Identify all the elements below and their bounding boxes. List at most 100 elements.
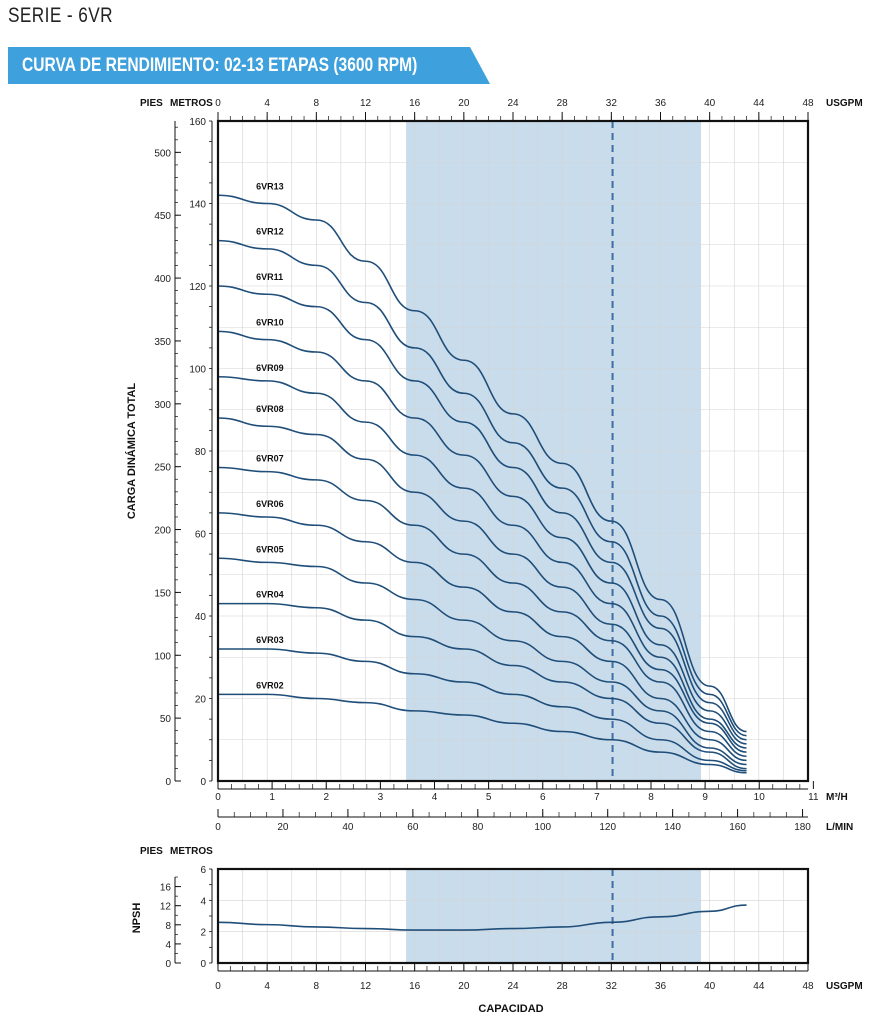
npsh-usgpm-tick: 36 — [655, 981, 667, 992]
npsh-usgpm-tick: 40 — [704, 981, 716, 992]
main-curve-6vr04 — [217, 602, 747, 770]
npsh-usgpm-unit: USGPM — [826, 981, 863, 992]
npsh-metros-tick: 2 — [200, 928, 206, 939]
npsh-y-axis-title: NPSH — [131, 903, 143, 934]
main-curve-6vr09 — [217, 375, 747, 749]
main-curve-6vr05 — [217, 557, 747, 766]
curve-label-6vr10: 6VR10 — [256, 317, 284, 327]
metros-unit: METROS — [170, 98, 213, 109]
usgpm-top-tick: 36 — [655, 98, 667, 109]
lmin-tick: 100 — [534, 822, 551, 833]
lmin-tick: 60 — [407, 822, 419, 833]
usgpm-top-tick: 48 — [802, 98, 814, 109]
main-pies-tick: 100 — [154, 651, 171, 662]
npsh-usgpm-tick: 44 — [753, 981, 765, 992]
usgpm-top-tick: 28 — [557, 98, 569, 109]
curve-label-6vr07: 6VR07 — [256, 454, 284, 464]
m3h-tick: 6 — [540, 792, 546, 803]
lmin-tick: 160 — [729, 822, 746, 833]
curve-label-6vr04: 6VR04 — [256, 590, 284, 600]
main-curve-6vr08 — [217, 417, 747, 753]
usgpm-top-tick: 24 — [507, 98, 519, 109]
banner-title: CURVA DE RENDIMIENTO: 02-13 ETAPAS (3600… — [22, 55, 418, 76]
curve-label-6vr11: 6VR11 — [256, 272, 283, 282]
main-curve-6vr13 — [217, 194, 747, 733]
usgpm-top-tick: 4 — [264, 98, 270, 109]
usgpm-top-tick: 16 — [409, 98, 421, 109]
lmin-tick: 40 — [342, 822, 354, 833]
lmin-tick: 20 — [277, 822, 289, 833]
npsh-usgpm-tick: 0 — [215, 981, 221, 992]
series-title: SERIE - 6VR — [8, 4, 113, 27]
m3h-tick: 1 — [269, 792, 275, 803]
npsh-usgpm-tick: 28 — [557, 981, 569, 992]
npsh-usgpm-tick: 12 — [360, 981, 372, 992]
main-pies-tick: 350 — [154, 337, 171, 348]
lmin-tick: 120 — [599, 822, 616, 833]
main-curve-6vr10 — [217, 330, 747, 745]
npsh-usgpm-tick: 32 — [606, 981, 618, 992]
npsh-metros-unit: METROS — [170, 846, 213, 857]
usgpm-top-tick: 12 — [360, 98, 372, 109]
curve-label-6vr02: 6VR02 — [256, 680, 284, 690]
npsh-pies-tick: 16 — [160, 883, 172, 894]
main-pies-tick: 400 — [154, 274, 171, 285]
main-metros-tick: 140 — [189, 200, 206, 211]
main-metros-tick: 160 — [189, 117, 206, 128]
main-pies-tick: 150 — [154, 588, 171, 599]
usgpm-top-tick: 20 — [458, 98, 470, 109]
main-metros-tick: 0 — [200, 777, 206, 788]
m3h-tick: 7 — [594, 792, 600, 803]
main-metros-tick: 60 — [195, 530, 207, 541]
main-metros-tick: 40 — [195, 612, 207, 623]
npsh-pies-tick: 4 — [165, 940, 171, 951]
m3h-tick: 5 — [486, 792, 492, 803]
lmin-tick: 0 — [215, 822, 221, 833]
npsh-curve — [217, 904, 747, 931]
main-pies-tick: 0 — [165, 777, 171, 788]
usgpm-top-unit: USGPM — [826, 98, 863, 109]
main-curve-6vr03 — [218, 648, 747, 772]
npsh-metros-tick: 4 — [200, 896, 206, 907]
title-banner — [8, 47, 490, 84]
npsh-pies-tick: 0 — [165, 959, 171, 970]
m3h-tick: 8 — [648, 792, 654, 803]
m3h-tick: 11 — [808, 792, 819, 803]
pies-unit: PIES — [140, 98, 163, 109]
main-pies-tick: 500 — [154, 148, 171, 159]
m3h-tick: 9 — [702, 792, 708, 803]
x-axis-title: CAPACIDAD — [478, 1003, 543, 1015]
main-curve-6vr11 — [217, 285, 747, 741]
lmin-unit: L/MIN — [826, 822, 853, 833]
main-pies-tick: 200 — [154, 526, 171, 537]
m3h-tick: 2 — [323, 792, 329, 803]
lmin-tick: 140 — [664, 822, 681, 833]
main-metros-tick: 120 — [189, 282, 206, 293]
m3h-unit: M³/H — [826, 792, 848, 803]
m3h-tick: 3 — [378, 792, 384, 803]
curve-label-6vr12: 6VR12 — [256, 227, 284, 237]
npsh-usgpm-tick: 20 — [458, 981, 470, 992]
npsh-usgpm-tick: 8 — [314, 981, 320, 992]
curve-label-6vr05: 6VR05 — [256, 544, 284, 554]
npsh-metros-tick: 6 — [200, 865, 206, 876]
main-curve-6vr12 — [217, 239, 747, 737]
main-pies-tick: 300 — [154, 400, 171, 411]
usgpm-top-tick: 40 — [704, 98, 716, 109]
lmin-tick: 180 — [794, 822, 811, 833]
main-pies-tick: 450 — [154, 211, 171, 222]
main-pies-tick: 250 — [154, 463, 171, 474]
main-curve-6vr06 — [217, 512, 747, 762]
npsh-metros-tick: 0 — [200, 959, 206, 970]
usgpm-top-tick: 32 — [606, 98, 618, 109]
curve-label-6vr09: 6VR09 — [256, 363, 284, 373]
main-metros-tick: 20 — [195, 695, 207, 706]
npsh-usgpm-tick: 24 — [507, 981, 519, 992]
m3h-tick: 10 — [754, 792, 766, 803]
main-pies-tick: 50 — [160, 714, 172, 725]
y-axis-title: CARGA DINÁMICA TOTAL — [125, 383, 138, 520]
main-curve-6vr07 — [217, 466, 747, 758]
lmin-tick: 80 — [472, 822, 484, 833]
main-metros-tick: 100 — [189, 365, 206, 376]
